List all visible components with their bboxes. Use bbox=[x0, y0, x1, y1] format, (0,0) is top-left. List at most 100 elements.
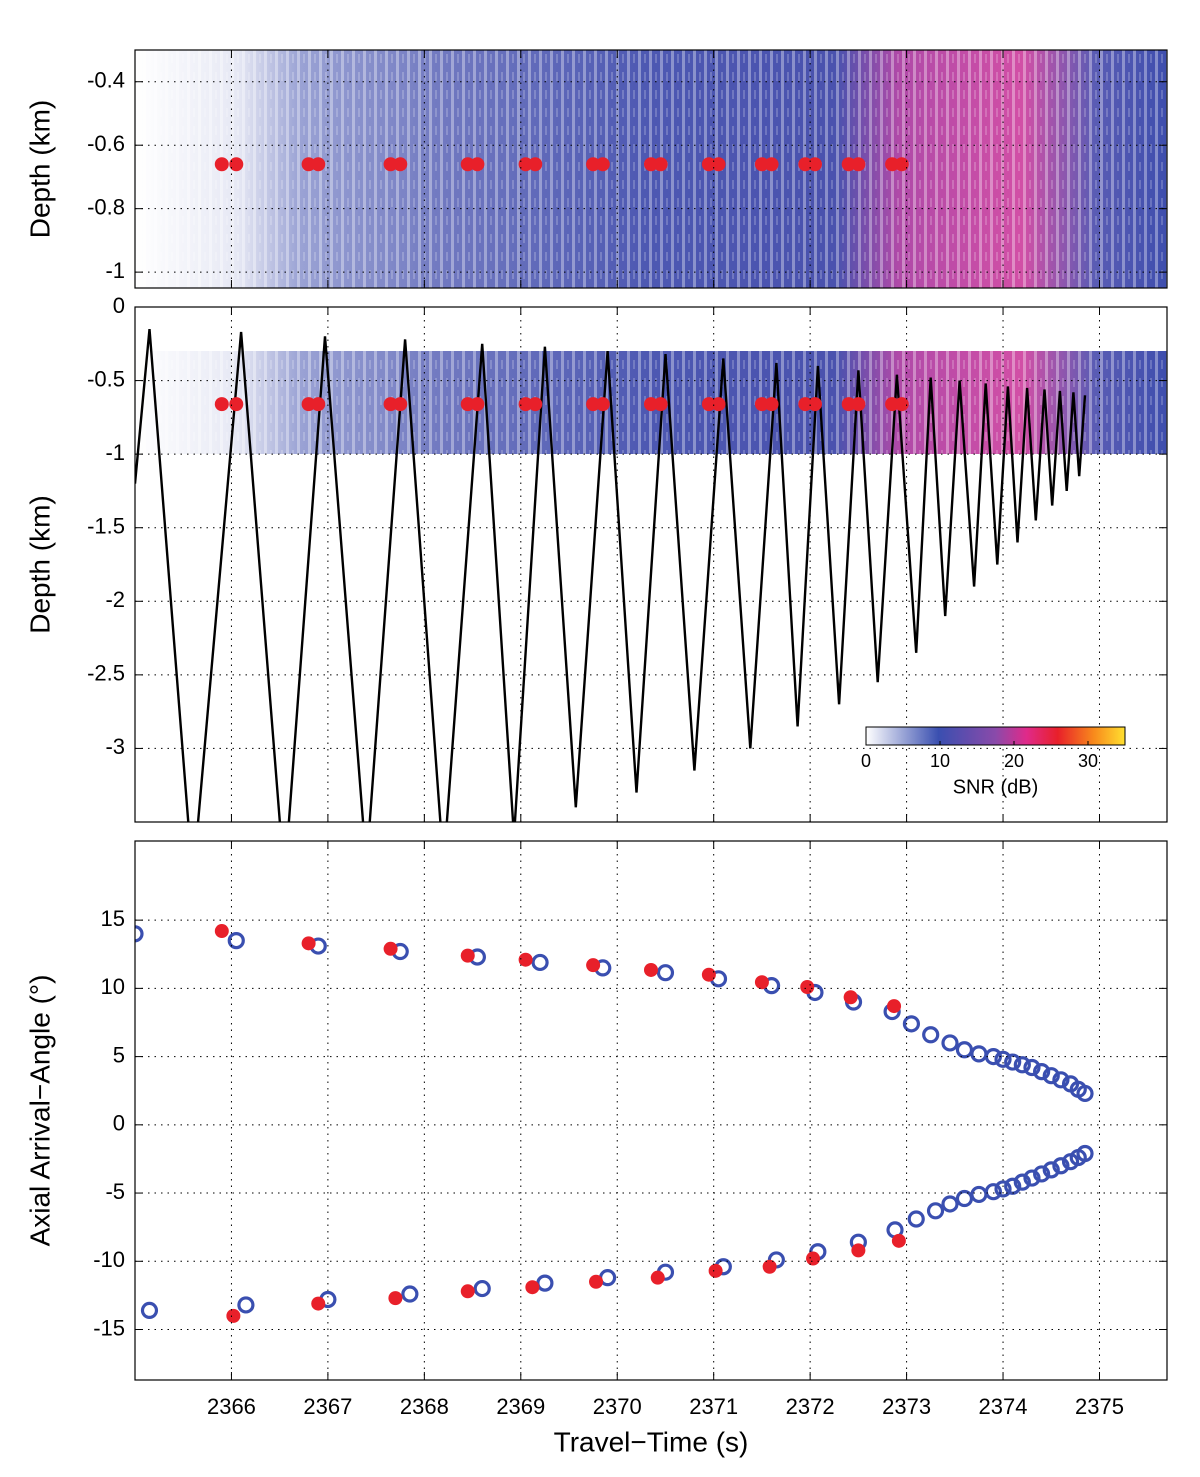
model-arrival bbox=[531, 953, 549, 972]
observed-arrival bbox=[383, 941, 398, 956]
y-tick-label: 0 bbox=[113, 293, 125, 318]
observed-arrival bbox=[586, 958, 601, 973]
colorbar-tick-label: 10 bbox=[930, 751, 950, 771]
x-tick-label: 2370 bbox=[593, 1394, 642, 1419]
observed-arrival bbox=[470, 157, 485, 172]
model-arrival bbox=[941, 1034, 959, 1052]
observed-arrival bbox=[311, 157, 326, 172]
model-arrival bbox=[1023, 1169, 1041, 1187]
observed-arrival bbox=[644, 157, 658, 172]
observed-arrival bbox=[518, 397, 533, 412]
observed-arrival bbox=[754, 397, 769, 412]
model-arrival bbox=[1004, 1053, 1022, 1071]
model-arrival bbox=[140, 1301, 159, 1320]
panel-frame bbox=[134, 306, 1168, 823]
y-tick-label: 15 bbox=[101, 906, 125, 931]
model-arrival bbox=[926, 1202, 945, 1220]
model-arrival bbox=[1052, 1071, 1070, 1089]
model-arrival bbox=[907, 1210, 925, 1228]
y-tick-label: -0.4 bbox=[87, 68, 125, 93]
observed-arrival bbox=[383, 397, 398, 412]
model-arrival bbox=[401, 1285, 419, 1303]
observed-arrival bbox=[470, 397, 485, 412]
observed-arrival bbox=[383, 157, 398, 172]
x-tick-label: 2368 bbox=[400, 1394, 449, 1419]
observed-arrival bbox=[894, 157, 909, 172]
y-axis-label: Depth (km) bbox=[24, 495, 55, 633]
observed-arrival bbox=[525, 1280, 540, 1295]
model-arrival bbox=[902, 1015, 921, 1033]
observed-arrival bbox=[650, 1270, 665, 1285]
observed-arrival bbox=[518, 952, 533, 967]
observed-arrival bbox=[388, 1291, 403, 1306]
observed-arrival bbox=[885, 397, 900, 412]
y-tick-label: 0 bbox=[113, 1111, 125, 1136]
panel-frame bbox=[134, 840, 1168, 1381]
colorbar-tick-label: 30 bbox=[1078, 751, 1098, 771]
ray-path bbox=[135, 328, 1087, 822]
x-tick-label: 2373 bbox=[882, 1394, 931, 1419]
model-arrival bbox=[1042, 1067, 1060, 1085]
observed-arrival bbox=[653, 157, 668, 172]
colorbar-label: SNR (dB) bbox=[953, 776, 1039, 798]
x-tick-label: 2375 bbox=[1075, 1394, 1124, 1419]
observed-arrival bbox=[764, 397, 779, 412]
observed-arrival bbox=[754, 975, 769, 990]
observed-arrival bbox=[798, 397, 813, 412]
observed-arrival bbox=[701, 157, 716, 172]
colorbar-tick-label: 0 bbox=[861, 751, 871, 771]
model-arrival bbox=[237, 1296, 255, 1314]
observed-arrival bbox=[762, 1259, 777, 1274]
observed-arrival bbox=[708, 1263, 723, 1278]
observed-arrival bbox=[798, 157, 813, 172]
observed-arrival bbox=[586, 397, 601, 412]
plot-area bbox=[135, 328, 1167, 822]
observed-arrival bbox=[301, 397, 316, 412]
model-arrival bbox=[941, 1195, 959, 1213]
model-arrival bbox=[1076, 1144, 1094, 1163]
observed-arrival bbox=[851, 1243, 866, 1258]
y-tick-label: -10 bbox=[93, 1247, 125, 1272]
y-tick-label: -5 bbox=[105, 1179, 125, 1204]
model-arrival bbox=[922, 1026, 940, 1044]
model-arrival bbox=[1023, 1058, 1041, 1077]
observed-arrival bbox=[393, 397, 408, 412]
x-tick-label: 2367 bbox=[303, 1394, 352, 1419]
y-tick-label: -0.8 bbox=[87, 194, 125, 219]
y-tick-label: -3 bbox=[105, 734, 125, 759]
model-arrival bbox=[994, 1050, 1012, 1068]
observed-arrival bbox=[229, 397, 244, 412]
observed-arrival bbox=[806, 1251, 821, 1266]
observed-arrival bbox=[595, 157, 610, 172]
observed-arrival bbox=[311, 1296, 326, 1311]
y-tick-label: -1 bbox=[105, 258, 125, 283]
observed-arrival bbox=[229, 157, 244, 172]
observed-arrival bbox=[644, 962, 658, 977]
observed-arrival bbox=[214, 924, 229, 939]
y-tick-label: 5 bbox=[113, 1042, 125, 1067]
observed-arrival bbox=[887, 999, 902, 1014]
model-arrival bbox=[994, 1180, 1012, 1198]
observed-arrival bbox=[460, 397, 475, 412]
colorbar-tick-label: 20 bbox=[1004, 751, 1024, 771]
observed-arrival bbox=[226, 1308, 241, 1323]
observed-arrival bbox=[711, 397, 726, 412]
model-arrival bbox=[984, 1183, 1002, 1201]
observed-arrival bbox=[841, 397, 856, 412]
observed-arrival bbox=[800, 980, 815, 995]
observed-arrival bbox=[589, 1274, 604, 1289]
x-tick-label: 2371 bbox=[689, 1394, 738, 1419]
y-tick-label: -1 bbox=[105, 440, 125, 465]
model-arrival bbox=[1076, 1084, 1094, 1103]
observed-arrival bbox=[518, 157, 533, 172]
model-arrival bbox=[1013, 1173, 1031, 1191]
observed-arrival bbox=[586, 157, 601, 172]
observed-arrival bbox=[843, 990, 858, 1005]
observed-arrival bbox=[460, 948, 475, 963]
observed-arrival bbox=[653, 397, 668, 412]
y-tick-label: 10 bbox=[101, 974, 125, 999]
observed-arrival bbox=[841, 157, 856, 172]
observed-arrival bbox=[807, 397, 822, 412]
plot-area bbox=[135, 924, 1094, 1323]
